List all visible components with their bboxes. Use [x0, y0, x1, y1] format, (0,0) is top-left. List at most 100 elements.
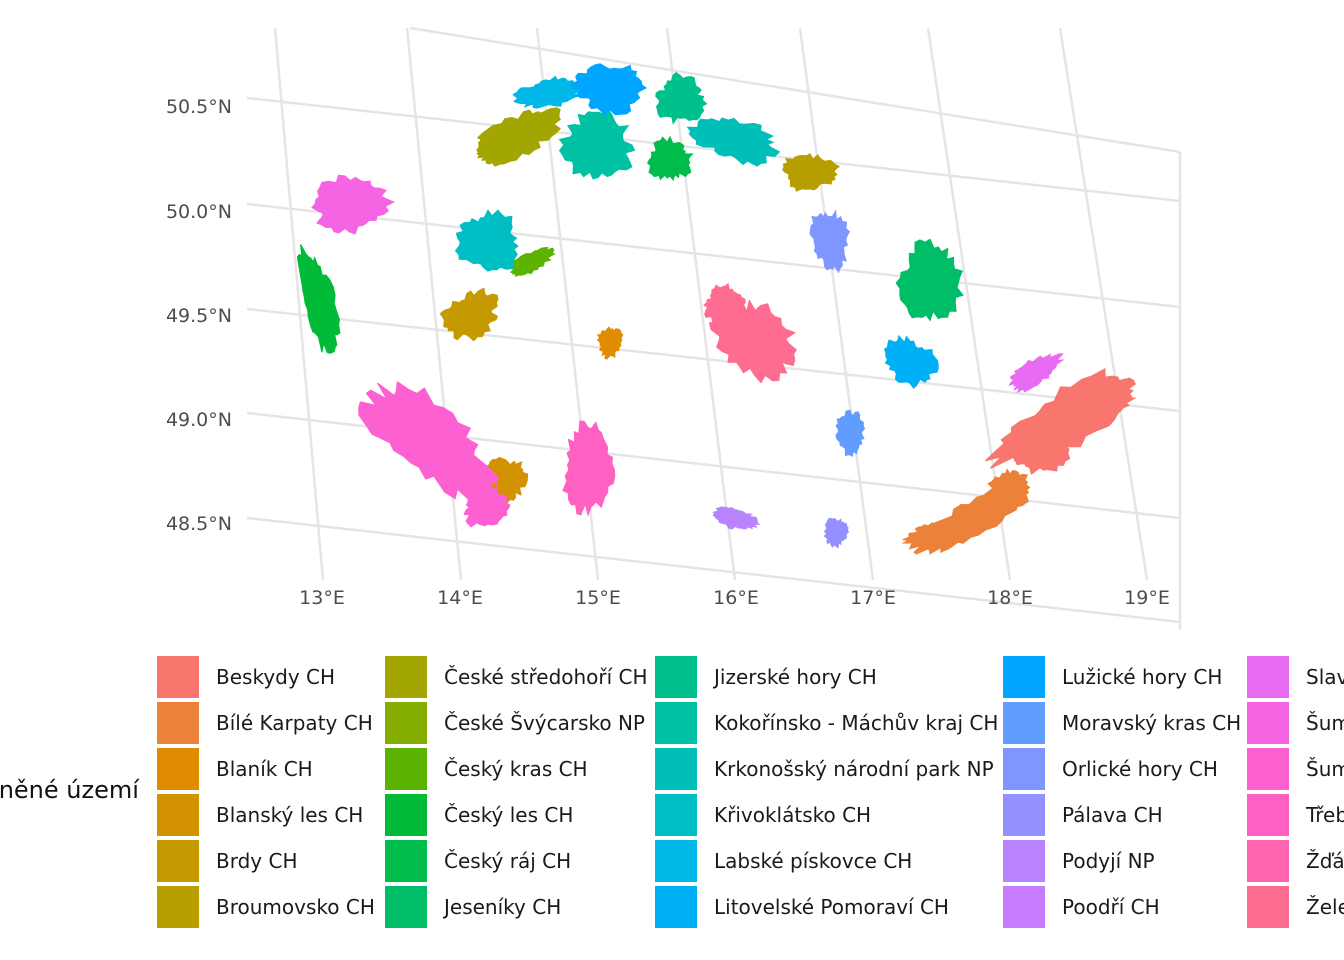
- legend-label: Žďár: [1306, 849, 1344, 873]
- legend-label: Blaník CH: [216, 757, 313, 781]
- legend-item: Podyjí NP: [1003, 838, 1241, 884]
- legend-item: Labské pískovce CH: [655, 838, 998, 884]
- region-broumovsko-ch: [781, 153, 841, 192]
- longitude-tick-label: 13°E: [299, 587, 345, 609]
- longitude-gridline: [798, 27, 875, 581]
- region-blan-k-ch: [596, 326, 624, 360]
- legend-item: Orlické hory CH: [1003, 746, 1241, 792]
- legend-swatch: [1003, 840, 1045, 882]
- legend-label: Bílé Karpaty CH: [216, 711, 373, 735]
- legend-item: Žele: [1247, 884, 1344, 930]
- legend-item: Třeb: [1247, 792, 1344, 838]
- legend-label: Podyjí NP: [1062, 849, 1155, 873]
- legend-label: Kokořínsko - Máchův kraj CH: [714, 711, 999, 735]
- legend-swatch: [157, 840, 199, 882]
- legend-swatch: [385, 748, 427, 790]
- legend-item: Šum: [1247, 746, 1344, 792]
- region-koko-nsko-m-ch-v-kraj-ch: [558, 109, 636, 180]
- legend-swatch: [655, 794, 697, 836]
- legend-item: Litovelské Pomoraví CH: [655, 884, 998, 930]
- region-beskydy-ch: [985, 368, 1137, 476]
- legend-swatch: [157, 656, 199, 698]
- legend-column: Lužické hory CH Moravský kras CH Orlické h…: [1003, 654, 1241, 930]
- legend-label: Broumovsko CH: [216, 895, 375, 919]
- latitude-tick-label: 50.0°N: [166, 201, 232, 223]
- legend-item: Český ráj CH: [385, 838, 648, 884]
- longitude-tick-label: 16°E: [713, 587, 759, 609]
- legend-label: Orlické hory CH: [1062, 757, 1218, 781]
- legend-item: Křivoklátsko CH: [655, 792, 998, 838]
- legend-label: Beskydy CH: [216, 665, 336, 689]
- latitude-gridline: [246, 307, 1181, 413]
- region-b-l-karpaty-ch: [901, 468, 1031, 555]
- legend-label: Blanský les CH: [216, 803, 364, 827]
- region-lu-ick-hory-ch: [570, 63, 648, 116]
- legend-item: Jeseníky CH: [385, 884, 648, 930]
- frame-gridline: [409, 26, 1181, 154]
- legend-label: Šum: [1306, 757, 1344, 781]
- legend-label: Šum: [1306, 711, 1344, 735]
- legend-item: Slav: [1247, 654, 1344, 700]
- legend-label: Jizerské hory CH: [714, 665, 877, 689]
- region-orlick-hory-ch: [809, 209, 851, 274]
- region-k-ivokl-tsko-ch: [454, 209, 519, 272]
- longitude-gridline: [1058, 27, 1149, 581]
- legend-label: Jeseníky CH: [444, 895, 562, 919]
- legend-swatch: [1003, 748, 1045, 790]
- legend-column: Beskydy CH Bílé Karpaty CH Blaník CH Blansk…: [157, 654, 375, 930]
- protected-areas-layer: [296, 63, 1137, 555]
- legend-item: Český les CH: [385, 792, 648, 838]
- legend-label: Český les CH: [444, 803, 574, 827]
- region-t-eb: [562, 420, 616, 517]
- latitude-tick-label: 48.5°N: [166, 513, 232, 535]
- latitude-gridline: [246, 516, 1181, 624]
- region--esk-les-ch: [296, 244, 341, 354]
- longitude-tick-label: 18°E: [987, 587, 1033, 609]
- region--esk-st-edoho-ch: [475, 107, 562, 167]
- legend-item: České Švýcarsko NP: [385, 700, 648, 746]
- legend-swatch: [655, 886, 697, 928]
- legend-swatch: [157, 794, 199, 836]
- region-labsk-p-skovce-ch: [512, 75, 582, 109]
- legend-label: Český ráj CH: [444, 849, 572, 873]
- legend-label: Žele: [1306, 895, 1344, 919]
- legend-label: Litovelské Pomoraví CH: [714, 895, 949, 919]
- region-slav: [1008, 353, 1065, 394]
- region--ele: [703, 282, 797, 384]
- legend-label: Slav: [1306, 665, 1344, 689]
- legend-column: České středohoří CH České Švýcarsko NP Čes…: [385, 654, 648, 930]
- legend-item: Český kras CH: [385, 746, 648, 792]
- legend-column: Slav Šum Šum Třeb Žďár Žele: [1247, 654, 1344, 930]
- legend-item: Žďár: [1247, 838, 1344, 884]
- legend-label: Třeb: [1306, 803, 1344, 827]
- legend-swatch: [157, 748, 199, 790]
- region-krkono-sk-n-rodn-park-np: [686, 117, 781, 167]
- legend-swatch: [157, 886, 199, 928]
- legend-swatch: [385, 886, 427, 928]
- legend-item: Brdy CH: [157, 838, 375, 884]
- legend-title: aněné území: [0, 776, 139, 804]
- legend-swatch: [1247, 840, 1289, 882]
- legend-swatch: [157, 702, 199, 744]
- legend-item: Šum: [1247, 700, 1344, 746]
- legend-label: Lužické hory CH: [1062, 665, 1223, 689]
- legend-label: Český kras CH: [444, 757, 588, 781]
- legend-swatch: [1247, 702, 1289, 744]
- legend-swatch: [1247, 748, 1289, 790]
- legend-swatch: [1003, 702, 1045, 744]
- legend-item: České středohoří CH: [385, 654, 648, 700]
- region-jesen-ky-ch: [895, 238, 964, 322]
- legend-swatch: [1247, 656, 1289, 698]
- longitude-tick-label: 17°E: [850, 587, 896, 609]
- legend-swatch: [1003, 794, 1045, 836]
- legend-label: České Švýcarsko NP: [444, 711, 645, 735]
- legend-label: Krkonošský národní park NP: [714, 757, 994, 781]
- legend-item: Blaník CH: [157, 746, 375, 792]
- region-moravsk-kras-ch: [835, 409, 865, 457]
- latitude-tick-label: 50.5°N: [166, 96, 232, 118]
- axis-tick-labels: 50.5°N 50.0°N 49.5°N 49.0°N 48.5°N 13°E 14°E 15…: [166, 96, 1170, 609]
- legend-label: Křivoklátsko CH: [714, 803, 872, 827]
- legend-label: Brdy CH: [216, 849, 298, 873]
- legend-item: Blanský les CH: [157, 792, 375, 838]
- latitude-tick-label: 49.0°N: [166, 409, 232, 431]
